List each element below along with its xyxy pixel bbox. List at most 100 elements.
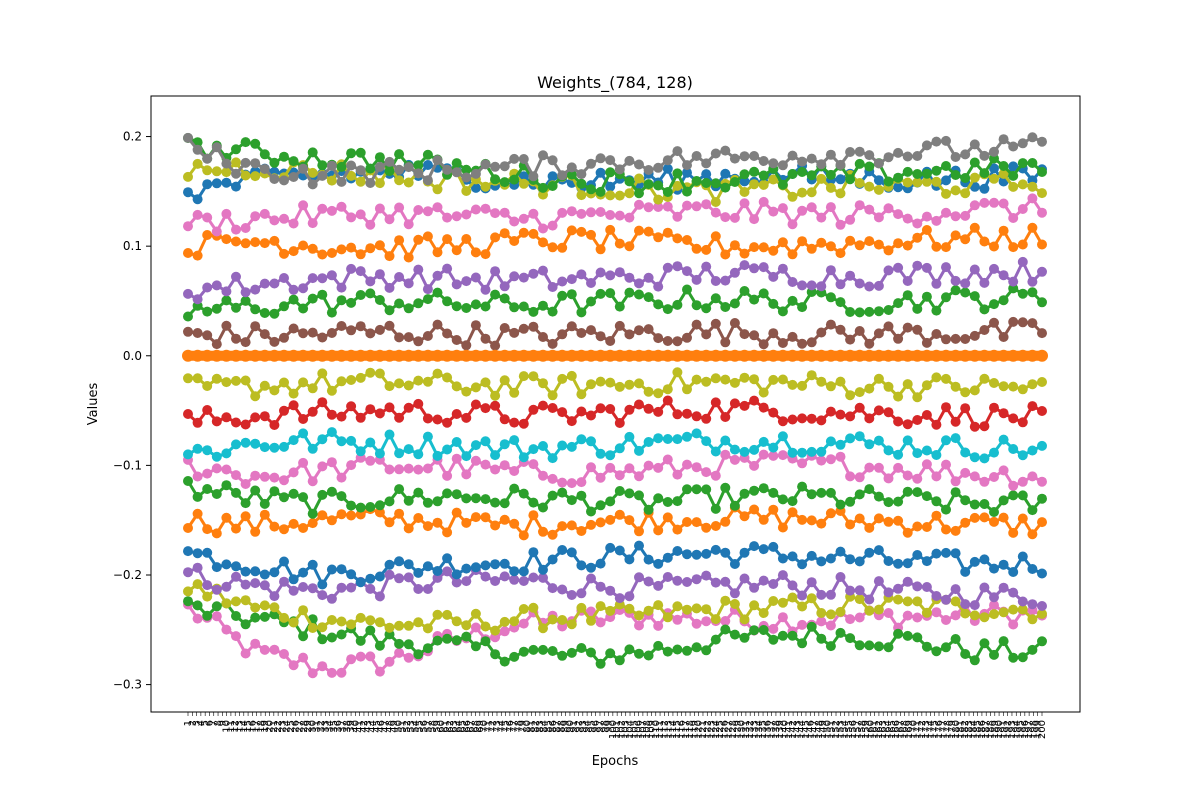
data-point [634, 572, 644, 583]
data-point [374, 500, 385, 511]
x-tick-label: 27 [295, 720, 306, 733]
data-point [518, 171, 529, 182]
data-point [806, 550, 817, 561]
data-point [355, 412, 366, 423]
data-point [240, 137, 251, 148]
data-point [758, 339, 769, 350]
data-point [739, 488, 750, 499]
data-point [307, 218, 318, 229]
data-point [845, 433, 856, 444]
data-point [845, 614, 856, 625]
data-point [202, 179, 213, 190]
data-point [634, 188, 644, 199]
data-point [413, 298, 424, 309]
y-tick-label: 0.1 [123, 239, 142, 253]
data-point [1027, 222, 1038, 233]
data-point [634, 471, 644, 482]
y-tick-label: 0.0 [123, 349, 142, 363]
data-point [854, 387, 865, 398]
data-point [787, 592, 798, 603]
data-point [845, 471, 856, 482]
data-point [365, 502, 376, 512]
data-point [873, 513, 884, 524]
data-point [912, 151, 923, 161]
data-point [595, 558, 606, 569]
data-point [902, 558, 913, 569]
data-point [566, 370, 577, 381]
x-axis-label: Epochs [592, 754, 639, 769]
data-point [432, 155, 443, 166]
data-point [346, 148, 357, 159]
data-point [767, 349, 780, 362]
x-tick-label: 29 [303, 720, 314, 733]
data-point [1017, 317, 1028, 328]
data-point [461, 469, 472, 480]
data-point [298, 377, 309, 388]
data-point [231, 157, 241, 168]
data-point [931, 607, 942, 618]
data-point [1008, 527, 1019, 538]
data-point [412, 349, 425, 362]
data-point [941, 135, 951, 146]
data-point [662, 612, 673, 623]
data-point [941, 547, 951, 558]
data-point [231, 439, 241, 450]
data-point [1008, 604, 1019, 615]
data-point [1027, 132, 1038, 143]
data-point [210, 349, 223, 362]
x-tick-label: 71 [483, 720, 494, 733]
data-point [518, 604, 529, 614]
data-point [921, 491, 932, 502]
data-point [336, 491, 347, 502]
data-point [288, 323, 299, 334]
data-point [844, 349, 857, 362]
data-point [710, 207, 721, 218]
data-point [498, 349, 511, 362]
data-point [354, 349, 367, 362]
data-point [1027, 193, 1038, 204]
data-point [661, 349, 674, 362]
data-point [920, 349, 933, 362]
data-point [682, 408, 692, 419]
data-point [1037, 188, 1047, 199]
data-point [403, 559, 414, 570]
data-point [240, 579, 251, 590]
data-point [950, 487, 961, 498]
data-point [701, 436, 712, 447]
data-point [538, 223, 548, 234]
data-point [470, 455, 481, 466]
data-point [576, 477, 587, 488]
data-point [605, 496, 616, 507]
data-point [643, 504, 654, 515]
data-point [691, 574, 702, 585]
data-point [403, 332, 414, 343]
data-point [710, 276, 721, 286]
data-point [307, 668, 318, 679]
data-point [298, 492, 309, 503]
data-point [288, 660, 299, 671]
data-point [806, 413, 817, 424]
data-point [192, 613, 203, 624]
data-point [566, 495, 577, 506]
data-point [183, 311, 193, 322]
data-point [365, 455, 376, 466]
data-point [739, 614, 750, 625]
data-point [317, 397, 328, 408]
data-point [259, 509, 270, 520]
data-point [595, 403, 606, 414]
data-point [547, 473, 558, 484]
data-point [969, 499, 980, 510]
data-point [211, 528, 222, 539]
data-point [422, 376, 433, 387]
data-point [528, 510, 539, 521]
data-point [652, 349, 665, 362]
data-point [624, 488, 635, 499]
data-point [797, 601, 808, 612]
data-point [211, 463, 222, 474]
x-tick-label: 130 [737, 720, 748, 739]
data-point [307, 293, 318, 304]
data-point [556, 349, 569, 362]
data-point [211, 416, 222, 427]
data-point [288, 388, 299, 399]
data-point [451, 569, 462, 580]
